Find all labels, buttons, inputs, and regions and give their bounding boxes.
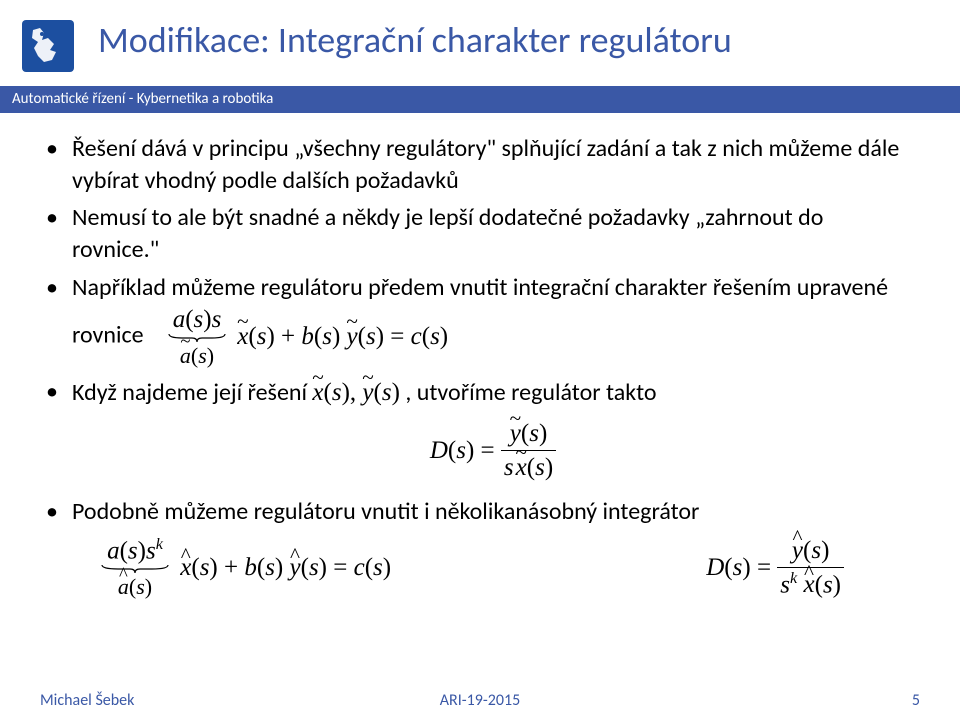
slide-content: Řešení dává v principu „všechny reguláto… xyxy=(0,133,960,601)
bullet-4-pre: Když najdeme její řešení xyxy=(72,378,312,407)
underbrace-a-hat: a(s)sk a(s) xyxy=(100,534,170,601)
course-subtitle-bar: Automatické řízení - Kybernetika a robot… xyxy=(0,86,960,113)
bullet-1-text: Řešení dává v principu „všechny reguláto… xyxy=(72,134,899,195)
slide-title: Modifikace: Integrační charakter regulát… xyxy=(98,18,732,61)
bullet-2: Nemusí to ale být snadné a někdy je lepš… xyxy=(46,202,914,265)
equation-1: a(s)s a(s) x(s) + b(s) y(s) = c(s) xyxy=(167,322,448,349)
header-row: Modifikace: Integrační charakter regulát… xyxy=(0,0,960,80)
bullet-4: Když najdeme její řešení x(s), y(s) , ut… xyxy=(46,376,914,484)
equation-d2: D(s) = y(s) sk x(s) xyxy=(706,534,844,601)
footer-author: Michael Šebek xyxy=(40,691,134,710)
equation-2: a(s)sk a(s) x(s) + b(s) y(s) = c(s) xyxy=(100,534,391,601)
bullet-4-post: , utvoříme regulátor takto xyxy=(405,378,656,407)
bullet-3: Například můžeme regulátoru předem vnuti… xyxy=(46,272,914,371)
bullet-5-text: Podobně můžeme regulátoru vnutit i někol… xyxy=(72,497,699,526)
course-subtitle-text: Automatické řízení - Kybernetika a robot… xyxy=(12,90,273,108)
footer: Michael Šebek ARI-19-2015 5 xyxy=(0,691,960,710)
xy-tilde: x(s), y(s) xyxy=(312,379,400,406)
footer-page-number: 5 xyxy=(912,691,920,710)
equation-d1: D(s) = y(s) sx(s) xyxy=(72,417,914,484)
footer-course-id: ARI-19-2015 xyxy=(440,691,520,710)
bullet-5: Podobně můžeme regulátoru vnutit i někol… xyxy=(46,496,914,601)
university-lion-logo xyxy=(20,18,76,74)
underbrace-a-tilde: a(s)s a(s) xyxy=(167,303,227,370)
bullet-2-text: Nemusí to ale být snadné a někdy je lepš… xyxy=(72,203,823,264)
bullet-1: Řešení dává v principu „všechny reguláto… xyxy=(46,133,914,196)
